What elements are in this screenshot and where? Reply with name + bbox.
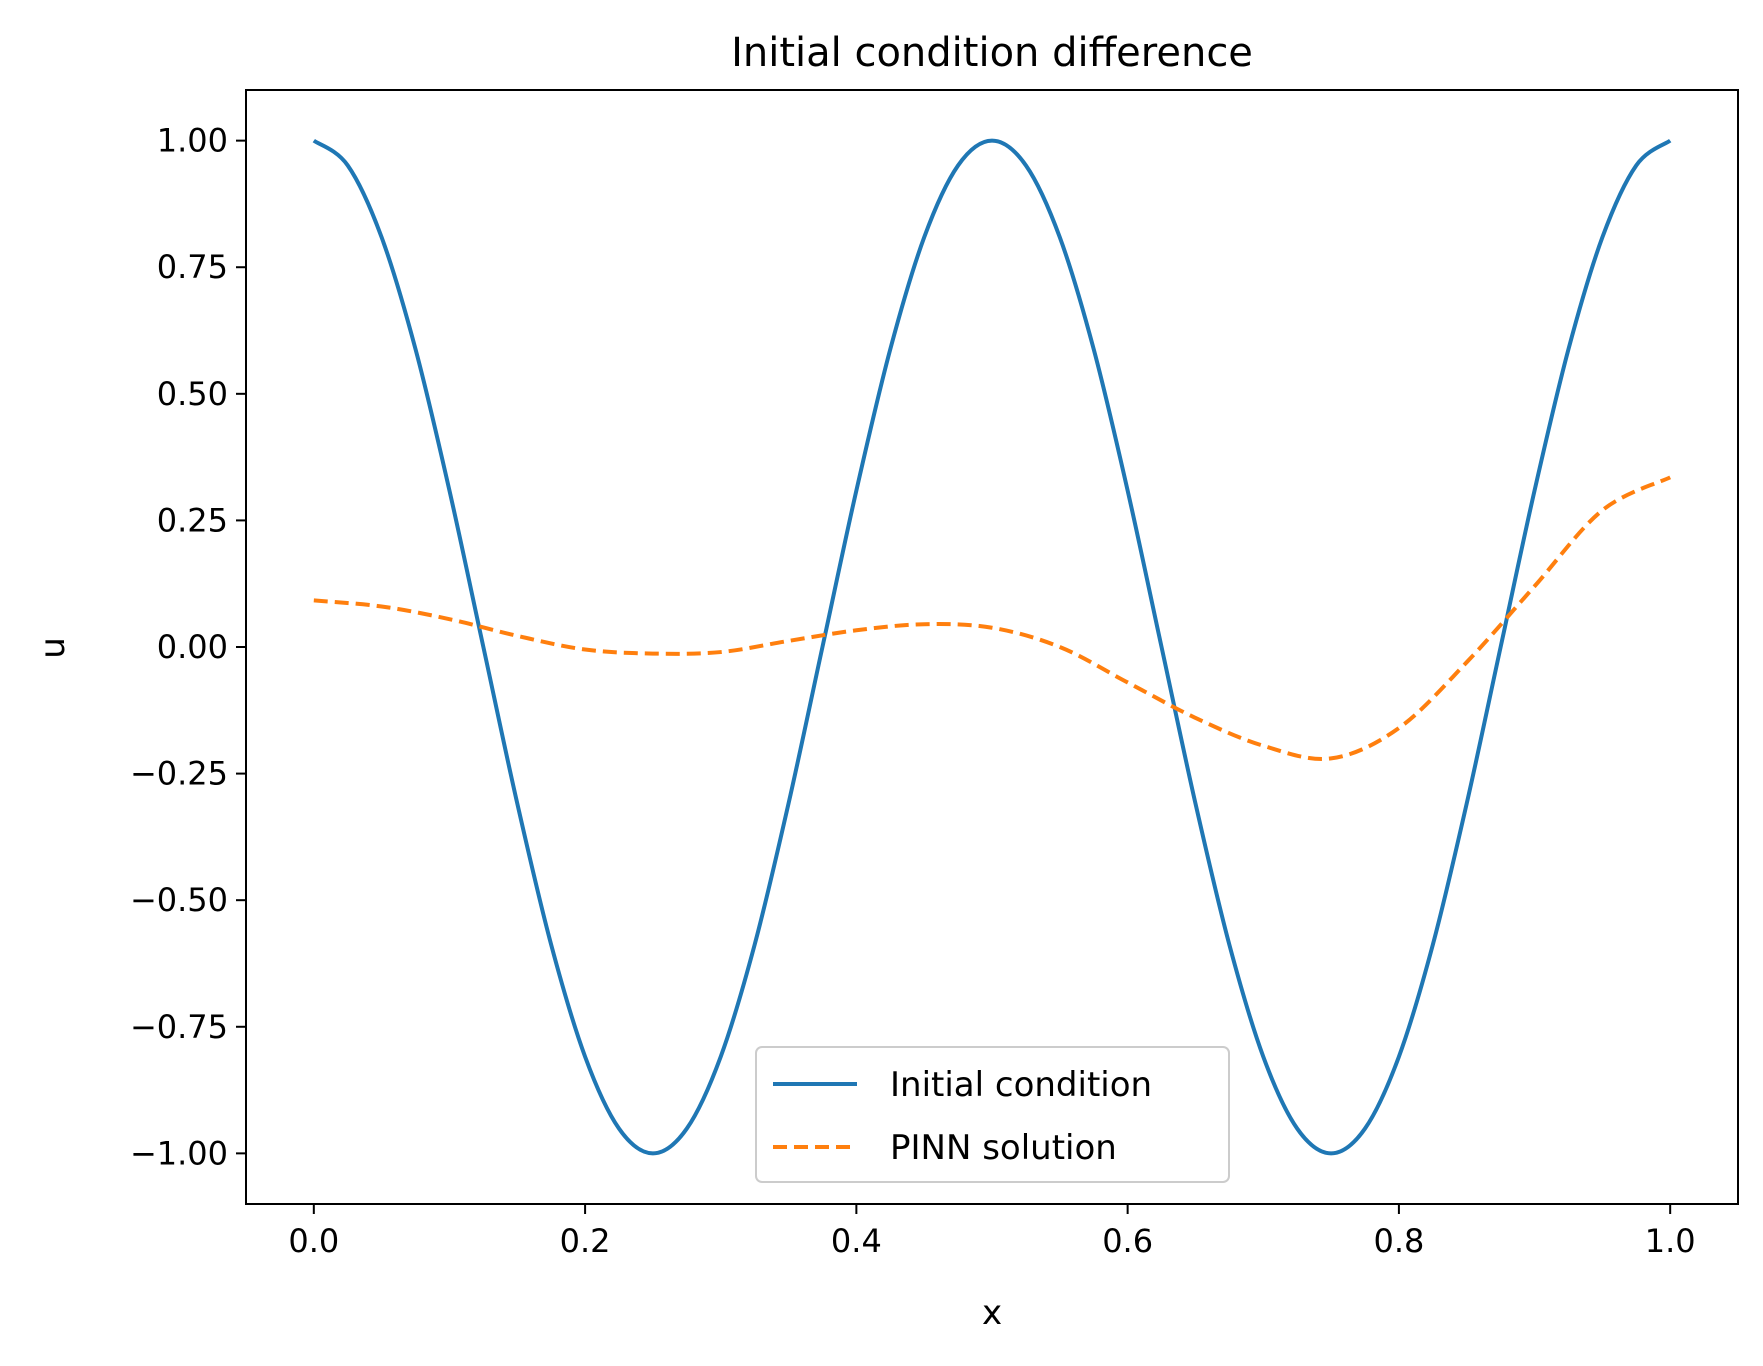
y-axis-label: u (33, 637, 73, 659)
series-line-initial-condition (312, 138, 1672, 1156)
series-line-pinn-solution (313, 475, 1672, 761)
y-tick-label: 0.00 (157, 628, 228, 666)
x-tick-label: 0.2 (560, 1222, 611, 1260)
y-tick-label: −0.50 (130, 881, 228, 919)
x-tick-label: 0.0 (288, 1222, 339, 1260)
x-tick-label: 0.8 (1373, 1222, 1424, 1260)
y-tick-label: 0.25 (157, 501, 228, 539)
chart-title: Initial condition difference (731, 30, 1253, 76)
y-tick-label: 1.00 (157, 122, 228, 160)
legend-box (755, 1046, 1230, 1183)
legend-label: Initial condition (890, 1065, 1152, 1105)
y-tick-label: −1.00 (130, 1134, 228, 1172)
x-axis-label: x (982, 1293, 1002, 1333)
x-tick-label: 1.0 (1645, 1222, 1696, 1260)
y-tick-label: −0.25 (130, 755, 228, 793)
y-tick-label: −0.75 (130, 1008, 228, 1046)
x-tick-label: 0.6 (1102, 1222, 1153, 1260)
legend-label: PINN solution (890, 1128, 1117, 1168)
x-tick-label: 0.4 (831, 1222, 882, 1260)
y-tick-label: 0.50 (157, 375, 228, 413)
plot-area: 0.0 0.2 0.4 0.6 0.8 1.0 1.00 0.75 0.50 0.25 0.00 −0… (130, 89, 1739, 1260)
y-tick-label: 0.75 (157, 248, 228, 286)
